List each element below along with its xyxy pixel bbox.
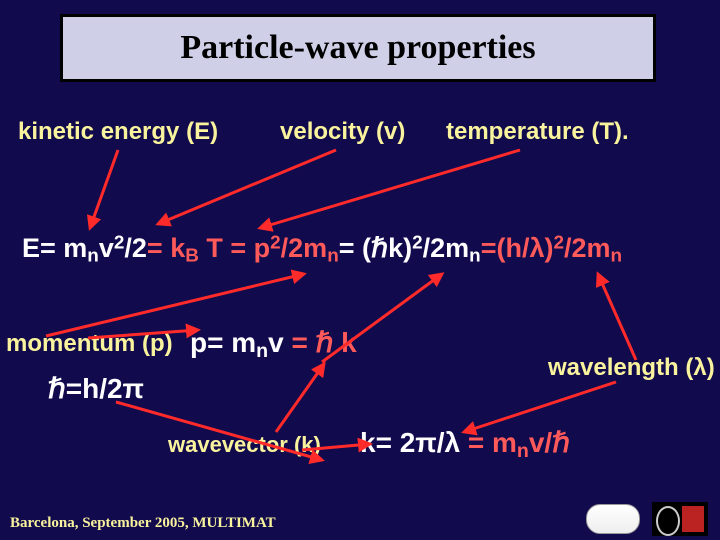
label-kinetic-energy: kinetic energy (E) [18,118,218,146]
label-temperature: temperature (T). [446,118,629,146]
label-velocity: velocity (v) [280,118,405,146]
label-momentum: momentum (p) [6,330,173,358]
equation-energy-chain: E= mnv2/2= kB T = p2/2mn= (ℏk)2/2mn=(h/λ… [22,232,622,267]
equation-hbar: ℏ=h/2π [48,372,144,405]
label-wavelength: wavelength (λ) [548,354,715,382]
slide-title: Particle-wave properties [60,14,656,82]
equation-momentum: p= mnv = ℏ k [190,326,357,363]
equation-wavevector: k= 2π/λ = mnv/ℏ [360,426,570,463]
title-text: Particle-wave properties [180,29,535,66]
logo-cea [586,504,640,534]
logo-llb [652,502,708,536]
slide: Particle-wave properties kinetic energy … [0,0,720,540]
label-wavevector: wavevector (k) [168,432,321,458]
footer-text: Barcelona, September 2005, MULTIMAT [10,515,276,532]
